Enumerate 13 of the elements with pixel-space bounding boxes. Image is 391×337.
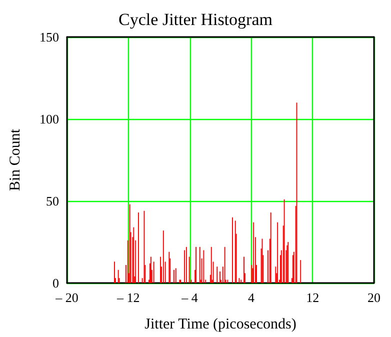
x-tick-label: – 20 bbox=[54, 290, 78, 305]
x-tick-label: 12 bbox=[306, 290, 320, 305]
y-tick-label: 100 bbox=[40, 112, 59, 126]
x-axis-title: Jitter Time (picoseconds) bbox=[144, 316, 296, 332]
y-tick-label: 50 bbox=[46, 194, 59, 208]
x-tick-label: 4 bbox=[248, 290, 255, 305]
y-tick-label: 0 bbox=[52, 276, 59, 290]
y-axis-title: Bin Count bbox=[8, 128, 24, 192]
chart-title: Cycle Jitter Histogram bbox=[118, 10, 272, 29]
x-tick-label: 20 bbox=[368, 290, 380, 305]
y-tick-label: 150 bbox=[40, 30, 59, 44]
x-tick-label: – 4 bbox=[180, 290, 198, 305]
x-tick-label: – 12 bbox=[116, 290, 140, 305]
